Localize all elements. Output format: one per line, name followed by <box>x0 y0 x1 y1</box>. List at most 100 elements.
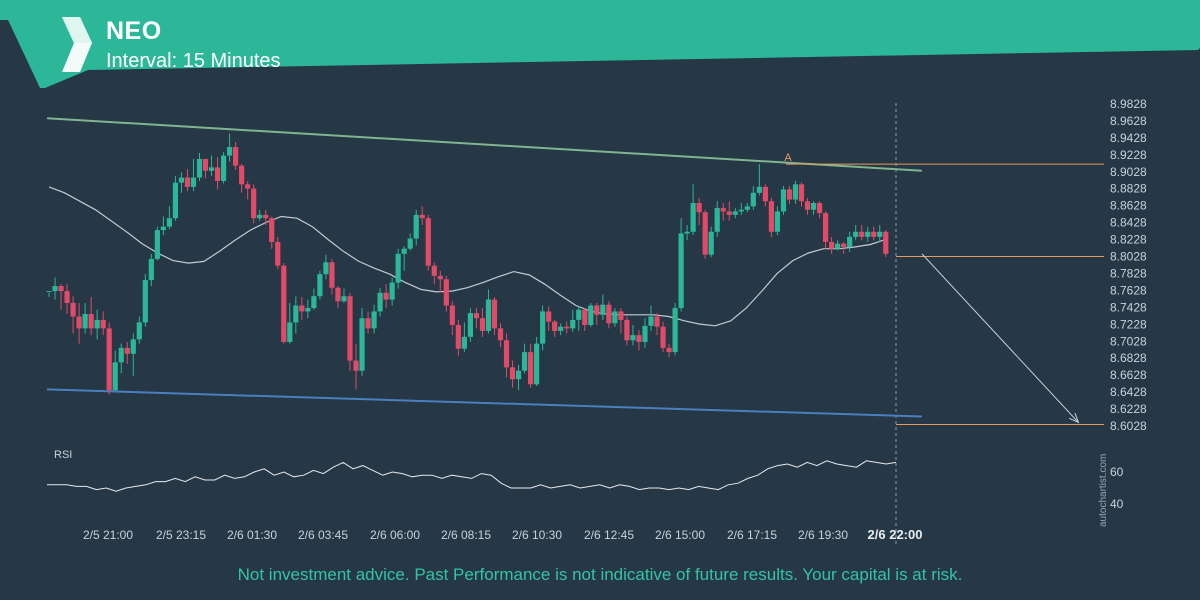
candle-body <box>479 318 486 331</box>
price-tick-label: 8.7628 <box>1110 283 1147 297</box>
candle-body <box>600 304 606 315</box>
price-tick-label: 8.8828 <box>1110 182 1147 196</box>
candle-body <box>269 218 275 242</box>
candle-body <box>214 167 221 181</box>
candle-body <box>287 322 293 342</box>
interval-label: Interval: 15 Minutes <box>106 50 281 72</box>
candle-body <box>257 214 263 219</box>
candle-body <box>582 309 588 325</box>
watermark-text: autochartist.com <box>1098 454 1109 527</box>
time-tick-label: 2/5 21:00 <box>83 528 133 542</box>
candle-body <box>64 291 70 303</box>
candle-body <box>660 326 666 348</box>
candle-body <box>311 296 317 309</box>
time-tick-label: 2/6 19:30 <box>798 528 848 542</box>
candle-body <box>829 241 835 249</box>
candle-body <box>275 241 281 266</box>
price-tick-label: 8.9228 <box>1110 148 1147 162</box>
candle-body <box>178 177 185 183</box>
time-tick-label: 2/6 03:45 <box>298 528 348 542</box>
moving-average-line <box>48 186 886 327</box>
candle-body <box>184 177 191 187</box>
time-tick-label: 2/6 15:00 <box>655 528 705 542</box>
candle-body <box>52 286 58 292</box>
candle-body <box>871 231 877 237</box>
candle-body <box>245 184 251 189</box>
candle-body <box>118 347 124 363</box>
candle-body <box>738 209 744 212</box>
time-tick-label: 2/6 10:30 <box>512 528 562 542</box>
candle-body <box>413 214 419 239</box>
candle-body <box>124 347 130 354</box>
candle-body <box>570 319 576 329</box>
candle-body <box>678 233 684 309</box>
candle-body <box>648 316 654 326</box>
candle-body <box>425 218 431 266</box>
rsi-tick-label: 40 <box>1110 497 1124 511</box>
time-tick-label: 2/6 06:00 <box>370 528 420 542</box>
candle-body <box>142 280 148 323</box>
candle-body <box>46 291 52 293</box>
candle-body <box>437 275 443 280</box>
candle-body <box>251 188 257 219</box>
candle-body <box>220 155 227 181</box>
candle-body <box>798 184 805 202</box>
price-tick-label: 8.6028 <box>1110 419 1147 433</box>
candle-body <box>847 236 853 248</box>
candle-body <box>835 243 841 249</box>
candle-body <box>239 165 245 185</box>
time-tick-label: 2/6 01:30 <box>227 528 277 542</box>
candle-body <box>94 319 100 329</box>
candle-body <box>744 206 750 210</box>
price-tick-label: 8.6628 <box>1110 368 1147 382</box>
candle-body <box>726 211 732 215</box>
candle-body <box>853 231 859 237</box>
candle-body <box>106 328 112 391</box>
candle-body <box>552 321 558 331</box>
price-tick-label: 8.6228 <box>1110 402 1147 416</box>
candle-body <box>130 339 136 354</box>
candle-body <box>702 212 708 255</box>
candle-body <box>877 231 883 237</box>
candle-body <box>353 360 359 371</box>
time-tick-label: 2/6 12:45 <box>584 528 634 542</box>
candle-body <box>515 370 522 380</box>
candle-body <box>690 202 696 232</box>
candle-body <box>696 202 702 213</box>
candle-body <box>528 352 534 385</box>
candle-body <box>377 292 383 312</box>
candle-body <box>58 286 64 292</box>
candle-body <box>774 211 781 232</box>
candle-body <box>208 167 215 171</box>
time-tick-label: 2/6 22:00 <box>868 527 923 542</box>
candle-body <box>558 326 564 331</box>
candle-body <box>431 265 437 276</box>
candle-body <box>594 305 600 315</box>
candle-body <box>485 299 492 331</box>
candle-body <box>780 189 787 212</box>
price-tick-label: 8.8028 <box>1110 250 1147 264</box>
candle-body <box>383 292 389 300</box>
candle-body <box>136 322 142 340</box>
candle-body <box>804 201 811 210</box>
candle-body <box>612 311 618 324</box>
candle-body <box>443 279 449 306</box>
price-tick-label: 8.8628 <box>1110 199 1147 213</box>
candle-body <box>329 262 335 288</box>
price-tick-label: 8.9628 <box>1110 114 1147 128</box>
candle-body <box>148 258 154 281</box>
candle-body <box>395 253 401 283</box>
candle-body <box>540 311 546 344</box>
candle-body <box>618 311 624 320</box>
candle-body <box>154 230 160 259</box>
price-tick-label: 8.7428 <box>1110 300 1147 314</box>
candle-body <box>816 202 823 214</box>
price-tick-label: 8.7828 <box>1110 266 1147 280</box>
candle-body <box>576 309 582 320</box>
candle-body <box>347 296 353 361</box>
candle-body <box>714 208 720 232</box>
candle-body <box>521 352 528 371</box>
candle-body <box>196 158 203 178</box>
candle-body <box>762 186 768 202</box>
